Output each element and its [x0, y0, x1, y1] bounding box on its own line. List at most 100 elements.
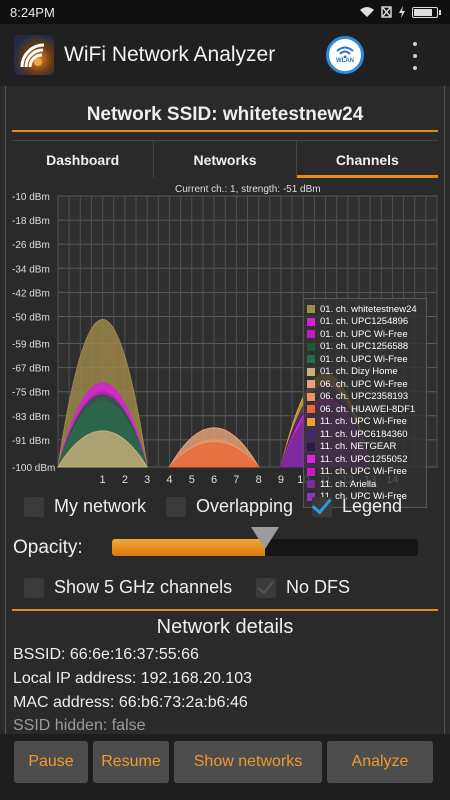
legend-item: 11. ch. NETGEAR — [307, 441, 423, 454]
y-tick-label: -75 dBm — [12, 388, 50, 399]
app-logo-icon — [14, 35, 54, 75]
opacity-slider-fill — [112, 539, 265, 556]
network-ssid-title: Network SSID: whitetestnew24 — [86, 104, 364, 125]
chart-legend: 01. ch. whitetestnew24 01. ch. UPC1254896… — [303, 298, 427, 508]
x-tick-label: 4 — [166, 474, 172, 486]
legend-item: 11. ch. Ariella — [307, 478, 423, 491]
legend-item: 01. ch. Dizy Home — [307, 366, 423, 379]
legend-item: 01. ch. UPC1256588 — [307, 341, 423, 354]
y-tick-label: -26 dBm — [12, 240, 50, 251]
option-overlapping[interactable]: Overlapping — [166, 496, 293, 517]
y-tick-label: -83 dBm — [12, 412, 50, 423]
local-ip-value: Local IP address: 192.168.20.103 — [13, 670, 252, 687]
channel-chart: -10 dBm -18 dBm -26 dBm -34 dBm -42 dBm -50 d… — [0, 182, 450, 508]
legend-label: 11. ch. UPC Wi-Free — [320, 416, 407, 428]
legend-label: 01. ch. Dizy Home — [320, 366, 398, 378]
tab-networks[interactable]: Networks — [154, 141, 297, 178]
legend-item: 06. ch. HUAWEI-8DF1 — [307, 403, 423, 416]
legend-label: 06. ch. HUAWEI-8DF1 — [320, 403, 416, 415]
y-tick-label: -10 dBm — [12, 192, 50, 203]
legend-swatch — [307, 430, 315, 439]
legend-swatch — [307, 442, 315, 451]
legend-swatch — [307, 417, 315, 426]
legend-label: 01. ch. UPC1254896 — [320, 316, 409, 328]
no-dfs-label: No DFS — [286, 577, 351, 597]
panel-border — [5, 86, 445, 800]
analyze-button[interactable]: Analyze — [327, 741, 433, 783]
bssid-value: BSSID: 66:6e:16:37:55:66 — [13, 646, 199, 663]
show-networks-button[interactable]: Show networks — [174, 741, 322, 783]
legend-swatch — [307, 455, 315, 464]
legend-swatch — [307, 330, 315, 339]
my-network-checkbox[interactable] — [24, 496, 44, 517]
pause-button[interactable]: Pause — [14, 741, 88, 783]
network-curve — [57, 430, 149, 468]
show-5ghz-label: Show 5 GHz channels — [54, 577, 233, 597]
x-tick-label: 6 — [211, 474, 217, 486]
overflow-menu-icon[interactable] — [408, 42, 422, 70]
y-tick-label: -50 dBm — [12, 312, 50, 323]
no-dfs-checkbox[interactable] — [256, 577, 276, 598]
legend-item: 01. ch. whitetestnew24 — [307, 303, 423, 316]
tab-networks-label: Networks — [193, 151, 257, 168]
x-tick-label: 8 — [256, 474, 262, 486]
tab-bar: Dashboard Networks Channels — [12, 140, 439, 178]
y-tick-label: -100 dBm — [12, 463, 55, 474]
legend-checkbox[interactable] — [312, 496, 332, 517]
legend-label: 01. ch. UPC Wi-Free — [320, 328, 408, 340]
action-bar: Pause Resume Show networks Analyze — [0, 734, 450, 800]
opacity-slider-thumb[interactable] — [251, 527, 279, 549]
overlapping-label: Overlapping — [196, 496, 294, 516]
legend-swatch — [307, 405, 315, 414]
option-my-network[interactable]: My network — [24, 496, 146, 517]
legend-label: 11. ch. UPC Wi-Free — [320, 466, 407, 478]
charging-icon — [399, 6, 405, 18]
resume-button[interactable]: Resume — [93, 741, 169, 783]
legend-label: 06. ch. UPC2358193 — [320, 391, 409, 403]
wlan-label: WLAN — [336, 58, 354, 64]
legend-label: 11. ch. UPC Wi-Free — [320, 491, 407, 503]
app-bar: WiFi Network Analyzer WLAN — [0, 24, 450, 86]
status-icons — [359, 6, 441, 18]
option-show-5ghz[interactable]: Show 5 GHz channels — [24, 577, 232, 598]
no-sim-icon — [381, 6, 392, 18]
show-5ghz-checkbox[interactable] — [24, 577, 44, 598]
legend-swatch — [307, 367, 315, 376]
legend-label: 01. ch. UPC Wi-Free — [320, 353, 408, 365]
option-no-dfs[interactable]: No DFS — [256, 577, 350, 598]
legend-label: 01. ch. whitetestnew24 — [320, 303, 417, 315]
legend-item: 11. ch. UPC6184360 — [307, 428, 423, 441]
legend-swatch — [307, 467, 315, 476]
legend-label: 11. ch. NETGEAR — [320, 441, 397, 453]
status-bar: 8:24PM — [0, 0, 450, 24]
x-tick-label: 3 — [144, 474, 150, 486]
tab-dashboard[interactable]: Dashboard — [12, 141, 155, 178]
overlapping-checkbox[interactable] — [166, 496, 186, 517]
x-tick-label: 2 — [122, 474, 128, 486]
legend-swatch — [307, 355, 315, 364]
option-legend[interactable]: Legend — [312, 496, 402, 517]
x-tick-label: 7 — [233, 474, 239, 486]
legend-item: 11. ch. UPC Wi-Free — [307, 416, 423, 429]
wlan-button[interactable]: WLAN — [326, 36, 364, 74]
ssid-hidden-value: SSID hidden: false — [13, 717, 146, 734]
legend-item: 11. ch. UPC1255052 — [307, 453, 423, 466]
mac-address-value: MAC address: 66:b6:73:2a:b6:46 — [13, 694, 248, 711]
legend-swatch — [307, 492, 315, 501]
y-tick-label: -67 dBm — [12, 364, 50, 375]
legend-swatch — [307, 380, 315, 389]
my-network-label: My network — [54, 496, 147, 516]
y-tick-label: -42 dBm — [12, 288, 50, 299]
battery-icon — [412, 6, 441, 18]
legend-label: 11. ch. UPC6184360 — [320, 428, 408, 440]
tab-channels[interactable]: Channels — [296, 141, 439, 178]
title-divider — [12, 130, 438, 132]
legend-label: 11. ch. Ariella — [320, 478, 377, 490]
legend-swatch — [307, 317, 315, 326]
legend-label: 06. ch. UPC Wi-Free — [320, 378, 408, 390]
legend-item: 01. ch. UPC Wi-Free — [307, 353, 423, 366]
y-tick-label: -59 dBm — [12, 340, 50, 351]
network-details-title: Network details — [156, 616, 294, 638]
legend-item: 01. ch. UPC1254896 — [307, 316, 423, 329]
wifi-icon — [336, 46, 354, 58]
